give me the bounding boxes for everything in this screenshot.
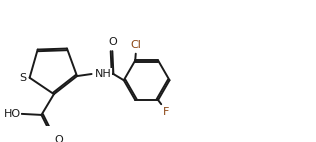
Text: HO: HO bbox=[3, 109, 21, 119]
Text: F: F bbox=[163, 107, 170, 117]
Text: Cl: Cl bbox=[131, 40, 142, 50]
Text: S: S bbox=[19, 73, 26, 83]
Text: O: O bbox=[54, 135, 63, 142]
Text: O: O bbox=[108, 37, 117, 47]
Text: NH: NH bbox=[95, 69, 112, 79]
